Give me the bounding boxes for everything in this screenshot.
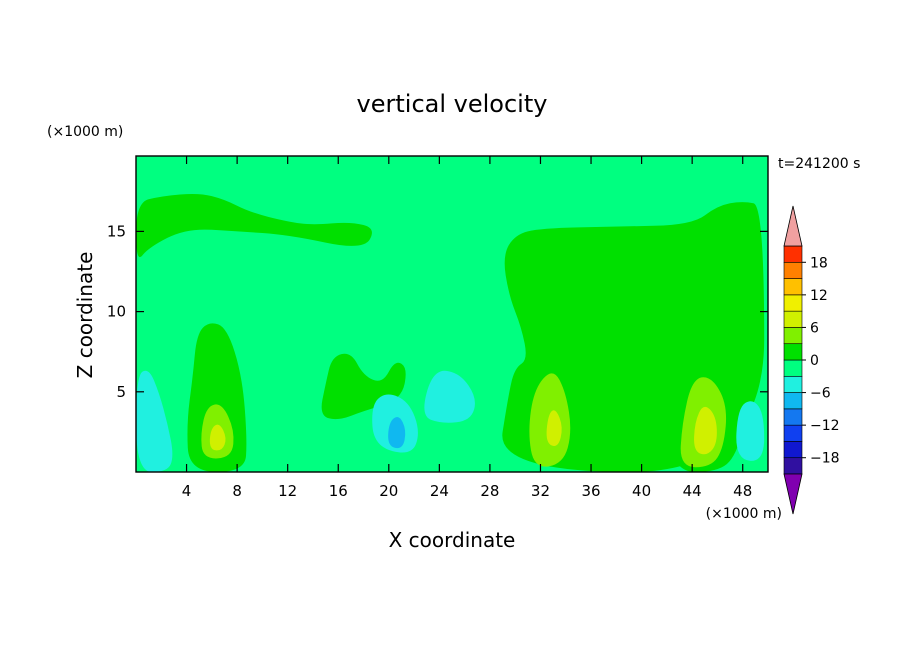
- colorbar-tick-label: 18: [810, 255, 828, 271]
- colorbar-segment: [783, 294, 803, 312]
- x-tick-label: 44: [683, 482, 702, 500]
- colorbar-segment: [783, 359, 803, 377]
- contour-downdraft-centre-right: [424, 370, 475, 423]
- colorbar: 18 12 6 0 −6 −12 −18: [783, 205, 840, 515]
- colorbar-segment: [783, 245, 803, 263]
- time-label: t=241200 s: [778, 156, 860, 172]
- colorbar-segment: [783, 278, 803, 296]
- x-tick-label: 8: [232, 482, 242, 500]
- chart-title: vertical velocity: [357, 90, 548, 118]
- contour-downdraft-centre-core: [388, 416, 406, 449]
- x-tick-label: 16: [329, 482, 348, 500]
- colorbar-tick-label: 12: [810, 288, 828, 304]
- y-tick-label: 5: [116, 383, 126, 401]
- x-unit-label: (×1000 m): [706, 506, 782, 522]
- colorbar-segment: [783, 310, 803, 328]
- x-tick-label: 4: [182, 482, 192, 500]
- colorbar-segment: [783, 392, 803, 410]
- contour-updraft-col-3-peak: [694, 406, 717, 455]
- plot-frame: [135, 155, 769, 473]
- colorbar-segment: [783, 343, 803, 361]
- colorbar-segment: [783, 375, 803, 393]
- colorbar-tick-label: −6: [810, 386, 831, 402]
- contour-downdraft-right: [736, 401, 765, 461]
- colorbar-segment: [783, 261, 803, 279]
- y-tick-label: 15: [107, 222, 126, 240]
- y-unit-label: (×1000 m): [47, 124, 123, 140]
- x-tick-label: 40: [632, 482, 651, 500]
- x-tick-label: 28: [480, 482, 499, 500]
- contour-updraft-col-2-peak: [546, 410, 562, 446]
- colorbar-tick-label: −12: [810, 418, 840, 434]
- x-tick-label: 32: [531, 482, 550, 500]
- y-axis-label: Z coordinate: [73, 252, 97, 379]
- colorbar-under-arrow: [783, 473, 803, 515]
- x-tick-label: 20: [379, 482, 398, 500]
- contour-downdraft-left: [136, 370, 173, 472]
- colorbar-tick-label: 6: [810, 320, 819, 336]
- x-axis-label: X coordinate: [389, 528, 516, 552]
- y-tick-label: 10: [107, 303, 126, 321]
- colorbar-segment: [783, 327, 803, 345]
- colorbar-segment: [783, 408, 803, 426]
- colorbar-tick-label: −18: [810, 451, 840, 467]
- colorbar-segment: [783, 457, 803, 475]
- x-tick-label: 12: [278, 482, 297, 500]
- colorbar-segment: [783, 441, 803, 459]
- colorbar-tick-label: 0: [810, 353, 819, 369]
- colorbar-over-arrow: [783, 205, 803, 247]
- colorbar-segment: [783, 424, 803, 442]
- contour-updraft-left-stratiform: [136, 193, 372, 258]
- x-tick-label: 24: [430, 482, 449, 500]
- x-tick-label: 48: [733, 482, 752, 500]
- x-tick-label: 36: [581, 482, 600, 500]
- contour-updraft-col-1-peak: [209, 424, 226, 451]
